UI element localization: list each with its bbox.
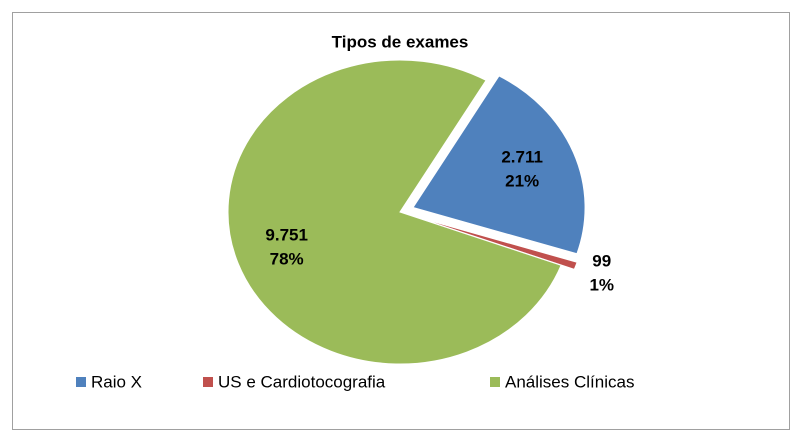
value-label: 99: [592, 251, 611, 270]
pie-slice: [413, 215, 578, 270]
pie-slice: [227, 59, 562, 365]
legend-swatch: [76, 377, 86, 387]
percent-label: 78%: [270, 249, 304, 268]
legend-label: Raio X: [91, 372, 142, 391]
value-label: 9.751: [265, 225, 308, 244]
percent-label: 1%: [589, 275, 614, 294]
pie-slice: [412, 75, 586, 255]
percent-label: 21%: [505, 172, 539, 191]
legend-label: US e Cardiotocografia: [218, 372, 386, 391]
legend-label: Análises Clínicas: [505, 372, 634, 391]
legend-swatch: [490, 377, 500, 387]
chart-title: Tipos de exames: [332, 32, 469, 51]
value-label: 2.711: [501, 148, 543, 167]
legend-swatch: [203, 377, 213, 387]
